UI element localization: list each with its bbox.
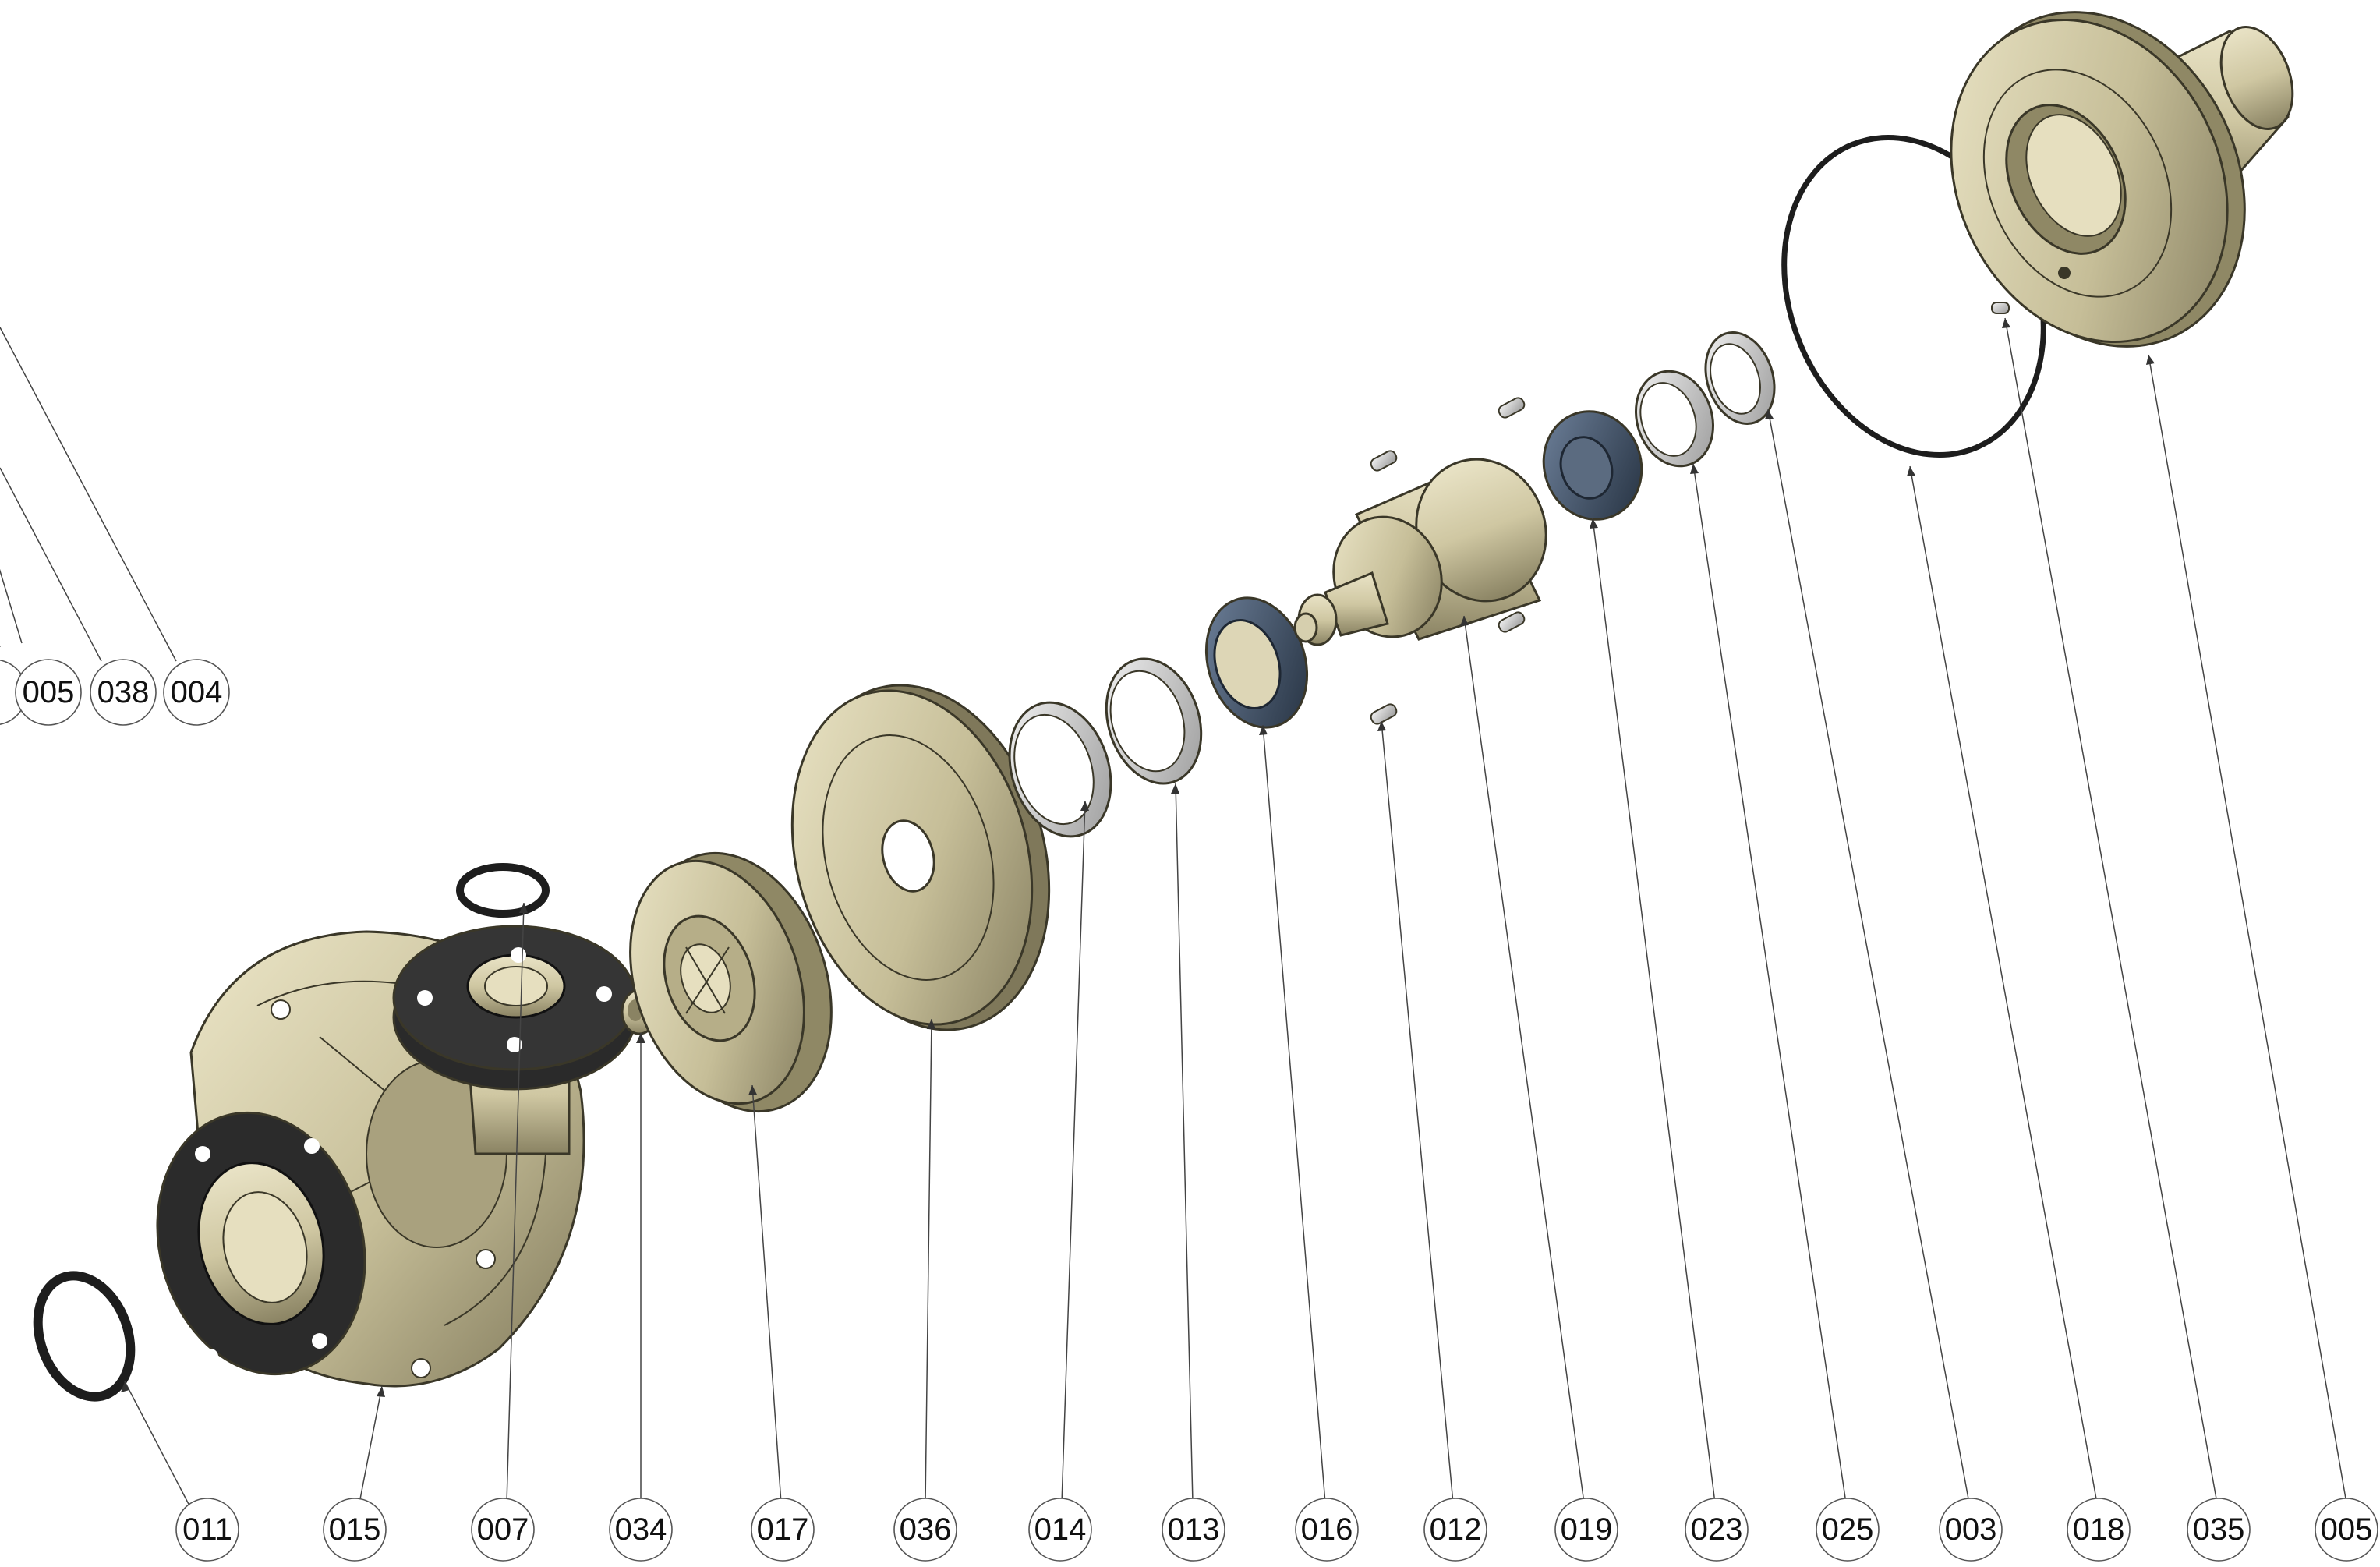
callout-bubble: 014: [1028, 1498, 1092, 1562]
callout-bubble: 016: [1295, 1498, 1359, 1562]
callout-bubble: 005: [2315, 1498, 2378, 1562]
pin-018: [1991, 302, 2010, 314]
leader-lines: [0, 317, 2347, 1511]
callout-label: 036: [900, 1512, 952, 1547]
callouts-left: 005 038 004: [0, 659, 230, 726]
callouts-bottom: 011 015 007 034 017 036 014 013 016 012 …: [175, 1498, 2378, 1562]
callout-bubble: 003: [1939, 1498, 2003, 1562]
pins-012: [1370, 397, 1526, 725]
seal-019: [1542, 410, 1643, 521]
callout-label: 005: [23, 675, 75, 709]
ring-025: [1704, 331, 1776, 426]
callout-bubble: 034: [609, 1498, 673, 1562]
callout-bubble: 007: [471, 1498, 535, 1562]
callout-label: 012: [1430, 1512, 1482, 1547]
callout-label: 023: [1691, 1512, 1743, 1547]
callout-bubble: 018: [2067, 1498, 2131, 1562]
impeller-017: [629, 851, 833, 1113]
callout-bubble: 015: [323, 1498, 387, 1562]
shaft-housing: [1293, 458, 1547, 646]
callout-label: 013: [1168, 1512, 1220, 1547]
callout-bubble: 025: [1816, 1498, 1880, 1562]
callout-label: 007: [477, 1512, 529, 1547]
callout-bubble: 035: [2187, 1498, 2251, 1562]
callout-bubble: 019: [1554, 1498, 1618, 1562]
callout-label: 038: [97, 675, 150, 709]
callout-bubble: 011: [175, 1498, 239, 1562]
callout-label: 034: [615, 1512, 667, 1547]
callout-bubble: 013: [1162, 1498, 1225, 1562]
callout-label: 015: [329, 1512, 381, 1547]
leader-arrows: [121, 318, 2155, 1397]
seal-016: [1204, 596, 1309, 729]
ring-013: [1105, 657, 1203, 785]
callout-label: 035: [2193, 1512, 2245, 1547]
callout-bubble: 023: [1685, 1498, 1749, 1562]
back-plate-036: [790, 684, 1051, 1031]
callout-bubble: 004: [163, 659, 230, 726]
o-ring-007: [456, 863, 550, 918]
callout-bubble: 017: [751, 1498, 815, 1562]
o-ring-011: [33, 1271, 136, 1402]
adapter-flange-005: [1950, 11, 2294, 348]
callout-label: 016: [1301, 1512, 1353, 1547]
callout-bubble: 036: [893, 1498, 957, 1562]
callout-label: 003: [1945, 1512, 1997, 1547]
callout-label: 005: [2321, 1512, 2373, 1547]
ring-023: [1634, 370, 1715, 468]
callout-label: 011: [182, 1512, 232, 1547]
callout-bubble: 005: [15, 659, 82, 726]
callout-label: 018: [2073, 1512, 2125, 1547]
callout-bubble: 012: [1423, 1498, 1487, 1562]
callout-label: 019: [1561, 1512, 1613, 1547]
callout-label: 014: [1034, 1512, 1087, 1547]
callout-label: 004: [171, 675, 223, 709]
callout-label: 017: [757, 1512, 809, 1547]
callout-bubble: 038: [90, 659, 157, 726]
callout-label: 025: [1822, 1512, 1874, 1547]
pump-casing-015: [156, 925, 637, 1388]
